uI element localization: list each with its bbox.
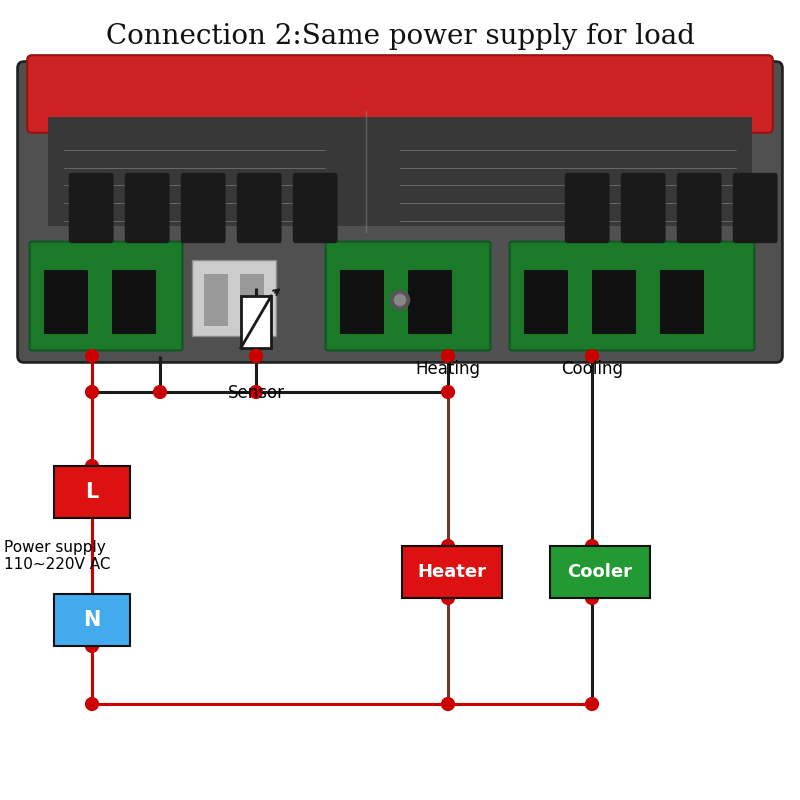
Bar [340, 270, 384, 334]
Bar [54, 594, 130, 646]
Bar [241, 296, 271, 348]
Bar [660, 270, 704, 334]
FancyBboxPatch shape [326, 242, 490, 350]
Circle shape [442, 350, 454, 362]
Circle shape [442, 540, 454, 552]
Bar [54, 466, 130, 518]
FancyBboxPatch shape [30, 242, 182, 350]
FancyBboxPatch shape [69, 173, 114, 243]
Text: Cooling: Cooling [561, 360, 623, 378]
FancyBboxPatch shape [565, 173, 610, 243]
Circle shape [86, 698, 98, 710]
Circle shape [86, 459, 98, 472]
FancyBboxPatch shape [18, 62, 782, 362]
Circle shape [586, 350, 598, 362]
Bar [550, 546, 650, 598]
Circle shape [86, 640, 98, 653]
FancyBboxPatch shape [125, 173, 170, 243]
Circle shape [586, 698, 598, 710]
Text: N: N [83, 610, 101, 630]
Circle shape [586, 540, 598, 552]
Bar [402, 546, 502, 598]
Bar [524, 270, 568, 334]
Circle shape [86, 386, 98, 398]
FancyBboxPatch shape [27, 55, 773, 133]
Bar [44, 270, 88, 334]
Circle shape [390, 290, 410, 310]
Circle shape [250, 386, 262, 398]
Text: Heating: Heating [415, 360, 481, 378]
Circle shape [442, 592, 454, 605]
Bar [240, 274, 264, 326]
FancyBboxPatch shape [733, 173, 778, 243]
Text: Connection 2:Same power supply for load: Connection 2:Same power supply for load [106, 22, 694, 50]
Circle shape [586, 592, 598, 605]
FancyBboxPatch shape [677, 173, 722, 243]
Circle shape [442, 698, 454, 710]
Circle shape [442, 386, 454, 398]
Bar [204, 274, 228, 326]
Text: Power supply
110~220V AC: Power supply 110~220V AC [4, 540, 110, 572]
Circle shape [250, 350, 262, 362]
FancyBboxPatch shape [510, 242, 754, 350]
FancyBboxPatch shape [181, 173, 226, 243]
Text: Heater: Heater [418, 563, 486, 581]
Bar [592, 270, 636, 334]
Bar [408, 270, 452, 334]
Bar [48, 117, 752, 226]
Circle shape [154, 386, 166, 398]
Circle shape [394, 294, 406, 306]
Circle shape [86, 350, 98, 362]
FancyBboxPatch shape [293, 173, 338, 243]
FancyBboxPatch shape [237, 173, 282, 243]
Text: L: L [86, 482, 98, 502]
FancyBboxPatch shape [621, 173, 666, 243]
Text: Sensor: Sensor [227, 384, 285, 402]
Text: Cooler: Cooler [567, 563, 633, 581]
Bar [112, 270, 156, 334]
FancyBboxPatch shape [192, 260, 276, 336]
